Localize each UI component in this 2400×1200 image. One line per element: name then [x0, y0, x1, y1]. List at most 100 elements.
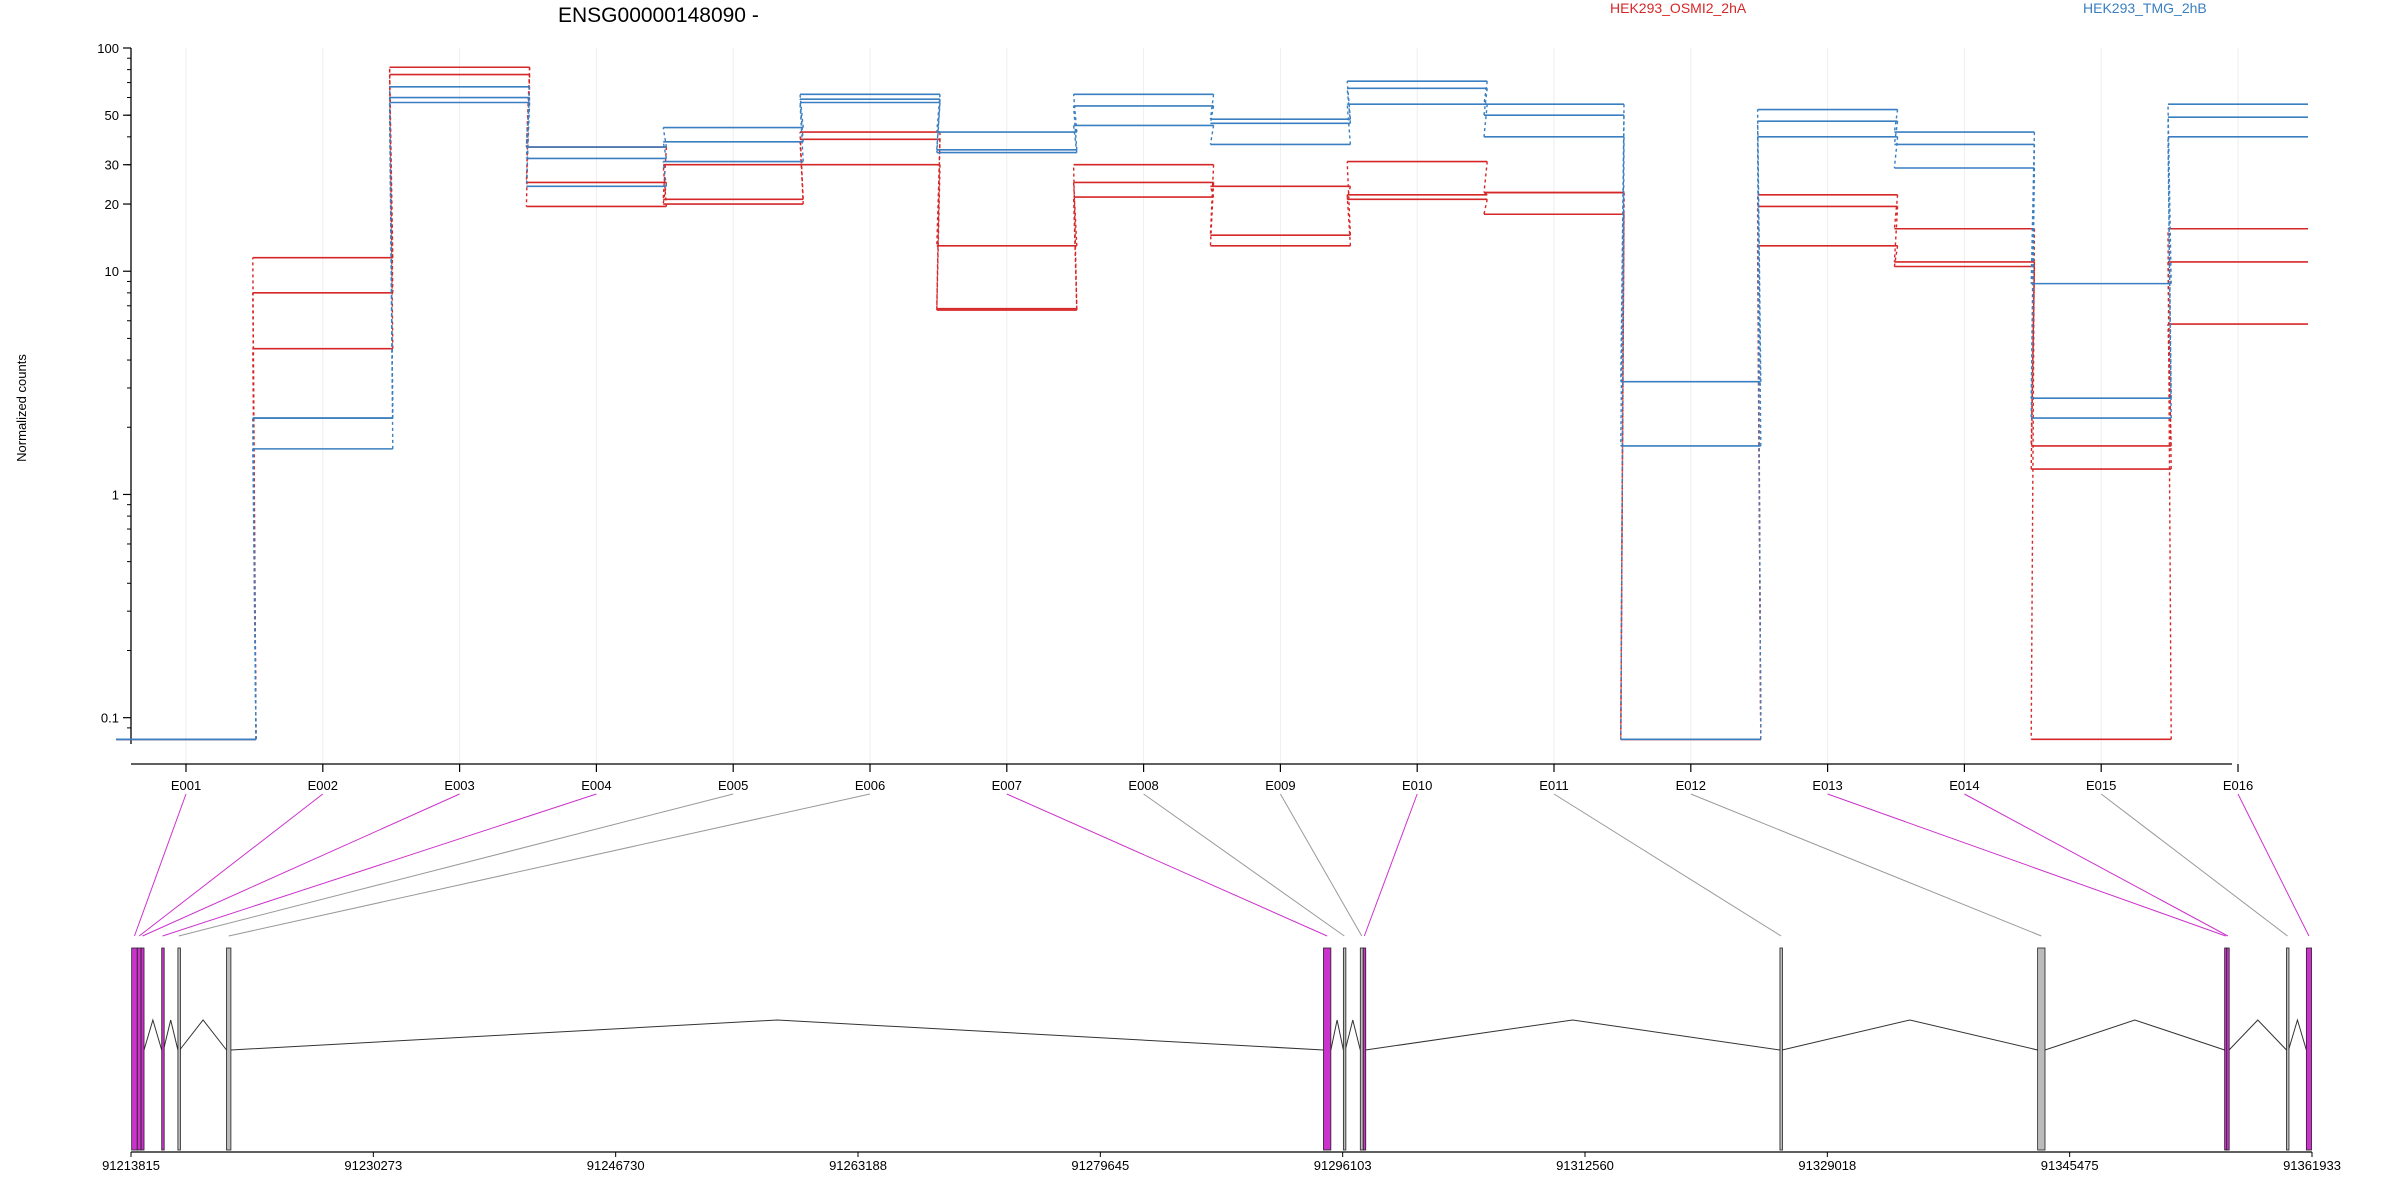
y-tick-label: 0.1 — [101, 711, 119, 726]
connector-e010 — [1363, 793, 1418, 937]
bin-transition — [1209, 182, 1215, 246]
series-3 — [116, 80, 2308, 741]
exon-e006 — [226, 947, 232, 1151]
x-tick-label-e007: E007 — [992, 778, 1022, 793]
bin-transition — [936, 164, 941, 311]
y-axis-title: Normalized counts — [14, 354, 29, 462]
bin-transition — [252, 348, 257, 740]
bin-transition — [252, 448, 257, 740]
bin-transition — [1346, 161, 1352, 236]
connector-e012 — [1690, 793, 2042, 937]
bin-transition — [2167, 136, 2172, 419]
genome-tick-label: 91213815 — [102, 1158, 160, 1173]
bin-transition — [1483, 199, 1488, 215]
chart-title: ENSG00000148090 - — [558, 4, 759, 27]
bin-transition — [662, 141, 668, 159]
x-tick-label-e002: E002 — [308, 778, 338, 793]
series-lines — [116, 66, 2308, 741]
connector-e011 — [1553, 793, 1782, 937]
x-tick-label-e003: E003 — [444, 778, 474, 793]
legend-entry-tmg: HEK293_TMG_2hB — [2083, 0, 2207, 16]
x-tick-label-e004: E004 — [581, 778, 611, 793]
x-tick-label-e013: E013 — [1812, 778, 1842, 793]
series-5 — [116, 101, 2308, 741]
intron-9 — [2044, 1019, 2225, 1051]
genome-tick-label: 91296103 — [1314, 1158, 1372, 1173]
x-tick-label-e009: E009 — [1265, 778, 1295, 793]
exon-e014 — [2226, 947, 2230, 1151]
x-tick-label-e006: E006 — [855, 778, 885, 793]
exon-e010 — [1362, 947, 1367, 1151]
intron-3 — [179, 1019, 227, 1051]
connector-e015 — [2100, 793, 2288, 937]
bin-transition — [1209, 186, 1215, 198]
connector-e013 — [1827, 793, 2226, 937]
exon-e003 — [140, 947, 145, 1151]
exon-e015 — [2286, 947, 2290, 1151]
exon-e007 — [1323, 947, 1332, 1151]
bin-transition — [1346, 194, 1352, 246]
genome-coordinate-axis: 91213815 91230273 91246730 91263188 91279645… — [102, 1151, 2341, 1173]
connector-e006 — [228, 793, 871, 937]
intron-1 — [143, 1018, 163, 1051]
bin-transition — [1209, 125, 1215, 145]
bin-transition — [1209, 105, 1215, 124]
intron-6 — [1344, 1019, 1361, 1051]
connector-e016 — [2237, 793, 2310, 937]
genome-tick-label: 91279645 — [1071, 1158, 1129, 1173]
bin-transition — [2167, 228, 2172, 740]
bin-transition — [1483, 88, 1488, 116]
x-tick-label-e010: E010 — [1402, 778, 1432, 793]
exon-e004 — [161, 947, 165, 1151]
y-tick-label: 100 — [97, 41, 119, 56]
bin-transition — [2030, 228, 2036, 740]
bin-transition — [1072, 196, 1078, 311]
y-axis: 0.1 1 10 20 30 50 100 — [97, 41, 132, 744]
bin-transition — [1072, 125, 1078, 153]
genome-tick-label: 91312560 — [1556, 1158, 1614, 1173]
exon-e005 — [177, 947, 181, 1151]
connector-e004 — [162, 793, 597, 937]
bin-transition — [1483, 161, 1488, 193]
bin-to-exon-connectors — [133, 793, 2310, 937]
bin-transition — [1346, 186, 1352, 200]
exon-e011 — [1779, 947, 1783, 1151]
exon-e002 — [136, 947, 142, 1151]
bin-transition — [936, 102, 941, 153]
exon-e012 — [2037, 947, 2046, 1151]
connector-e002 — [138, 793, 324, 937]
exon-e009 — [1359, 947, 1364, 1151]
x-tick-label-e008: E008 — [1128, 778, 1158, 793]
y-tick-label: 50 — [105, 108, 119, 123]
genome-tick-label: 91361933 — [2283, 1158, 2341, 1173]
connector-e003 — [142, 793, 460, 937]
vertical-gridlines — [185, 48, 2239, 764]
intron-2 — [162, 1019, 179, 1051]
intron-4 — [230, 1019, 1324, 1051]
x-tick-label-e011: E011 — [1539, 778, 1568, 793]
series-1 — [116, 73, 2308, 741]
genome-tick-label: 91230273 — [344, 1158, 402, 1173]
x-axis: E001 E002 E003 E004 E005 E006 E007 E008 E009 E010… — [131, 763, 2253, 793]
intron-7 — [1365, 1019, 1781, 1051]
y-tick-label: 10 — [105, 264, 119, 279]
x-tick-label-e016: E016 — [2223, 778, 2253, 793]
bin-transition — [2030, 261, 2036, 470]
intron-8 — [1782, 1019, 2038, 1051]
x-tick-label-e001: E001 — [171, 778, 201, 793]
connector-e005 — [178, 793, 734, 937]
bin-transition — [1893, 194, 1899, 229]
bin-transition — [1893, 136, 1899, 169]
intron-11 — [2288, 1018, 2307, 1051]
bin-transition — [1346, 104, 1352, 145]
bin-transition — [1072, 182, 1078, 246]
bin-transition — [662, 161, 668, 187]
bin-transition — [662, 182, 668, 205]
genome-tick-label: 91329018 — [1798, 1158, 1856, 1173]
y-tick-label: 30 — [105, 158, 119, 173]
bin-transition — [799, 102, 804, 162]
gene-model — [131, 947, 2312, 1151]
exon-e016 — [2305, 947, 2312, 1151]
exon-e001 — [131, 947, 138, 1151]
